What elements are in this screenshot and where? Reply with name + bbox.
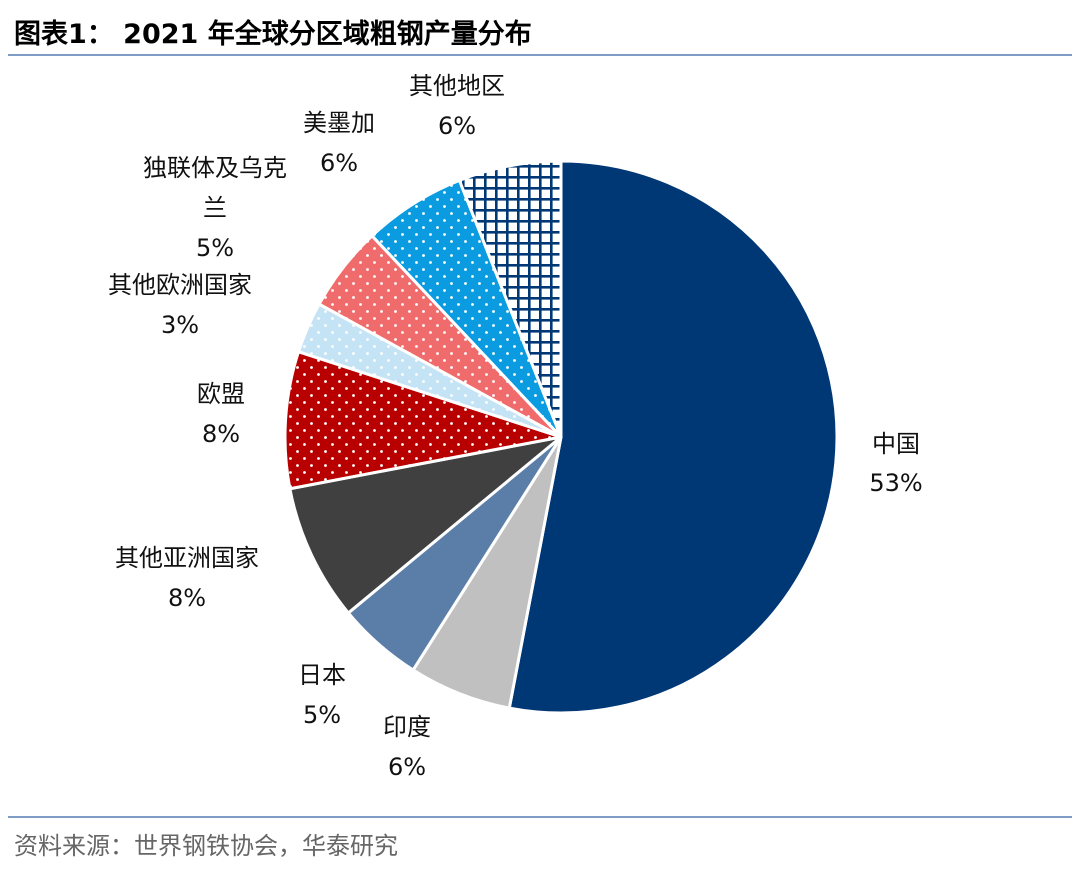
- slice-name-4: 其他亚洲国家: [115, 544, 259, 572]
- slice-value-7: 5%: [196, 234, 234, 262]
- slice-name-1: 中国: [872, 430, 920, 458]
- slice-label-4: 其他亚洲国家 8%: [115, 544, 259, 612]
- slice-name-3: 日本: [298, 661, 346, 689]
- slice-label-3: 日本 5%: [298, 661, 346, 729]
- pie-slice-5: [283, 350, 563, 491]
- slice-value-3: 5%: [303, 701, 341, 729]
- slice-value-5: 8%: [202, 420, 240, 448]
- slice-name-5: 欧盟: [197, 380, 245, 408]
- title-divider: [8, 54, 1072, 56]
- source-note: 资料来源：世界钢铁协会，华泰研究: [14, 832, 398, 860]
- pie-slice-4: [288, 435, 563, 615]
- slice-name-8: 美墨加: [303, 109, 375, 137]
- slice-value-2: 6%: [388, 753, 426, 781]
- pie-slice-1: [507, 159, 839, 715]
- pie-slice-9: [457, 159, 563, 439]
- slice-label-1: 中国 53%: [869, 430, 922, 497]
- slice-value-6: 3%: [161, 311, 199, 339]
- pie-slices: [283, 159, 839, 715]
- slice-value-8: 6%: [320, 149, 358, 177]
- slice-name-9: 其他地区: [409, 72, 505, 100]
- slice-value-4: 8%: [168, 584, 206, 612]
- slice-label-2: 印度 6%: [383, 713, 431, 781]
- footer-divider: [8, 816, 1072, 818]
- slice-name-2: 印度: [383, 713, 431, 741]
- slice-label-8: 美墨加 6%: [303, 109, 375, 177]
- chart-title: 图表1： 2021 年全球分区域粗钢产量分布: [14, 19, 532, 50]
- slice-label-5: 欧盟 8%: [197, 380, 245, 448]
- slice-value-9: 6%: [438, 112, 476, 140]
- slice-label-6: 其他欧洲国家 3%: [108, 271, 252, 339]
- slice-label-9: 其他地区 6%: [409, 72, 505, 140]
- slice-name-7-line-2: 兰: [203, 194, 227, 222]
- slice-name-7-line-1: 独联体及乌克: [143, 154, 287, 182]
- pie-labels: 中国 53% 印度 6% 日本 5% 其他亚洲国家 8% 欧盟 8% 其他欧洲国家 3% 独联体及乌克兰…: [108, 72, 923, 781]
- slice-name-6: 其他欧洲国家: [108, 271, 252, 299]
- slice-value-1: 53%: [869, 469, 922, 497]
